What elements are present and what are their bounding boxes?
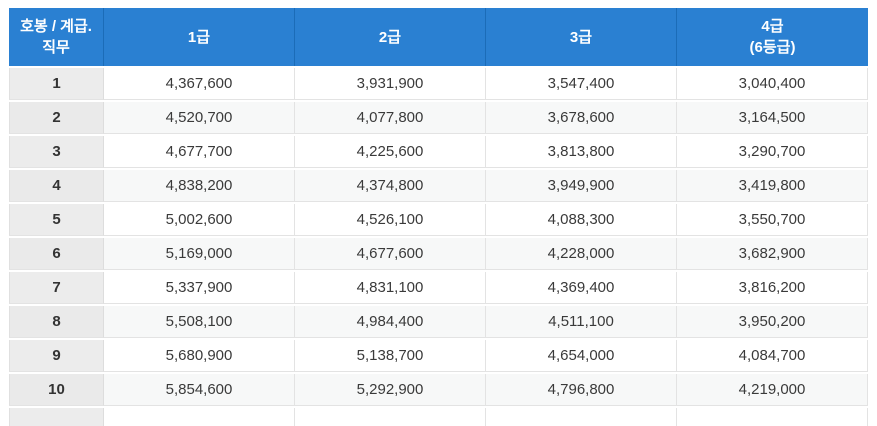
salary-value: 5,002,600 xyxy=(104,204,295,236)
salary-value: 4,838,200 xyxy=(104,170,295,202)
salary-value: 3,678,600 xyxy=(486,102,677,134)
step-number: 9 xyxy=(9,340,104,372)
salary-value: 3,419,800 xyxy=(677,170,868,202)
header-grade-3-label: 3급 xyxy=(569,28,593,46)
salary-value: 4,084,700 xyxy=(677,340,868,372)
salary-value: 3,164,500 xyxy=(677,102,868,134)
salary-value: 4,677,600 xyxy=(295,238,486,270)
salary-value: 5,169,000 xyxy=(104,238,295,270)
salary-value: 4,369,400 xyxy=(486,272,677,304)
salary-value: 4,511,100 xyxy=(486,306,677,338)
salary-value: 4,374,800 xyxy=(295,170,486,202)
salary-value: 3,813,800 xyxy=(486,136,677,168)
salary-value: 4,225,600 xyxy=(295,136,486,168)
salary-value: 4,526,100 xyxy=(295,204,486,236)
step-number: 1 xyxy=(9,68,104,100)
header-grade-1-label: 1급 xyxy=(187,28,211,46)
salary-value: 3,931,900 xyxy=(295,68,486,100)
table-row: 9 5,680,900 5,138,700 4,654,000 4,084,70… xyxy=(9,340,868,372)
table-row: 1 4,367,600 3,931,900 3,547,400 3,040,40… xyxy=(9,68,868,100)
salary-value: 5,854,600 xyxy=(104,374,295,406)
salary-table-container: 호봉 / 계급. 직무 1급 2급 3급 4급 (6등급) xyxy=(9,6,868,426)
header-grade-4-label: 4급 xyxy=(761,18,784,35)
salary-value: 4,367,600 xyxy=(104,68,295,100)
header-grade-2-label: 2급 xyxy=(378,28,402,46)
table-row: 3 4,677,700 4,225,600 3,813,800 3,290,70… xyxy=(9,136,868,168)
header-row: 호봉 / 계급. 직무 1급 2급 3급 4급 (6등급) xyxy=(9,8,868,66)
step-number: 7 xyxy=(9,272,104,304)
salary-value: 4,677,700 xyxy=(104,136,295,168)
salary-value xyxy=(295,408,486,426)
salary-value: 5,337,900 xyxy=(104,272,295,304)
table-row: 8 5,508,100 4,984,400 4,511,100 3,950,20… xyxy=(9,306,868,338)
salary-value: 3,550,700 xyxy=(677,204,868,236)
salary-value xyxy=(104,408,295,426)
salary-value: 4,520,700 xyxy=(104,102,295,134)
header-step-rank-label: 호봉 / 계급. xyxy=(20,18,92,35)
table-row: 6 5,169,000 4,677,600 4,228,000 3,682,90… xyxy=(9,238,868,270)
salary-value: 5,508,100 xyxy=(104,306,295,338)
salary-value: 3,682,900 xyxy=(677,238,868,270)
salary-value xyxy=(486,408,677,426)
salary-value: 3,547,400 xyxy=(486,68,677,100)
table-row: 7 5,337,900 4,831,100 4,369,400 3,816,20… xyxy=(9,272,868,304)
salary-value: 4,796,800 xyxy=(486,374,677,406)
header-grade-3: 3급 xyxy=(486,8,677,66)
step-number: 8 xyxy=(9,306,104,338)
header-step-rank: 호봉 / 계급. 직무 xyxy=(9,8,104,66)
salary-value: 4,088,300 xyxy=(486,204,677,236)
salary-value: 5,138,700 xyxy=(295,340,486,372)
step-number: 5 xyxy=(9,204,104,236)
salary-value: 3,949,900 xyxy=(486,170,677,202)
salary-grade-table: 호봉 / 계급. 직무 1급 2급 3급 4급 (6등급) xyxy=(9,6,868,426)
header-step-rank-sublabel: 직무 xyxy=(42,39,70,56)
header-grade-2: 2급 xyxy=(295,8,486,66)
table-row: 5 5,002,600 4,526,100 4,088,300 3,550,70… xyxy=(9,204,868,236)
salary-value: 4,219,000 xyxy=(677,374,868,406)
header-grade-4-sublabel: (6등급) xyxy=(749,39,796,56)
header-grade-4: 4급 (6등급) xyxy=(677,8,868,66)
salary-value xyxy=(677,408,868,426)
salary-value: 4,228,000 xyxy=(486,238,677,270)
salary-value: 3,950,200 xyxy=(677,306,868,338)
salary-value: 3,040,400 xyxy=(677,68,868,100)
salary-value: 4,654,000 xyxy=(486,340,677,372)
salary-value: 4,984,400 xyxy=(295,306,486,338)
step-number: 4 xyxy=(9,170,104,202)
table-row: 10 5,854,600 5,292,900 4,796,800 4,219,0… xyxy=(9,374,868,406)
salary-value: 3,290,700 xyxy=(677,136,868,168)
salary-value: 4,831,100 xyxy=(295,272,486,304)
step-number: 10 xyxy=(9,374,104,406)
table-row: 2 4,520,700 4,077,800 3,678,600 3,164,50… xyxy=(9,102,868,134)
salary-value: 3,816,200 xyxy=(677,272,868,304)
step-number xyxy=(9,408,104,426)
step-number: 3 xyxy=(9,136,104,168)
table-row: 4 4,838,200 4,374,800 3,949,900 3,419,80… xyxy=(9,170,868,202)
step-number: 6 xyxy=(9,238,104,270)
salary-value: 5,680,900 xyxy=(104,340,295,372)
header-grade-1: 1급 xyxy=(104,8,295,66)
table-row-partial xyxy=(9,408,868,426)
step-number: 2 xyxy=(9,102,104,134)
salary-value: 4,077,800 xyxy=(295,102,486,134)
salary-value: 5,292,900 xyxy=(295,374,486,406)
